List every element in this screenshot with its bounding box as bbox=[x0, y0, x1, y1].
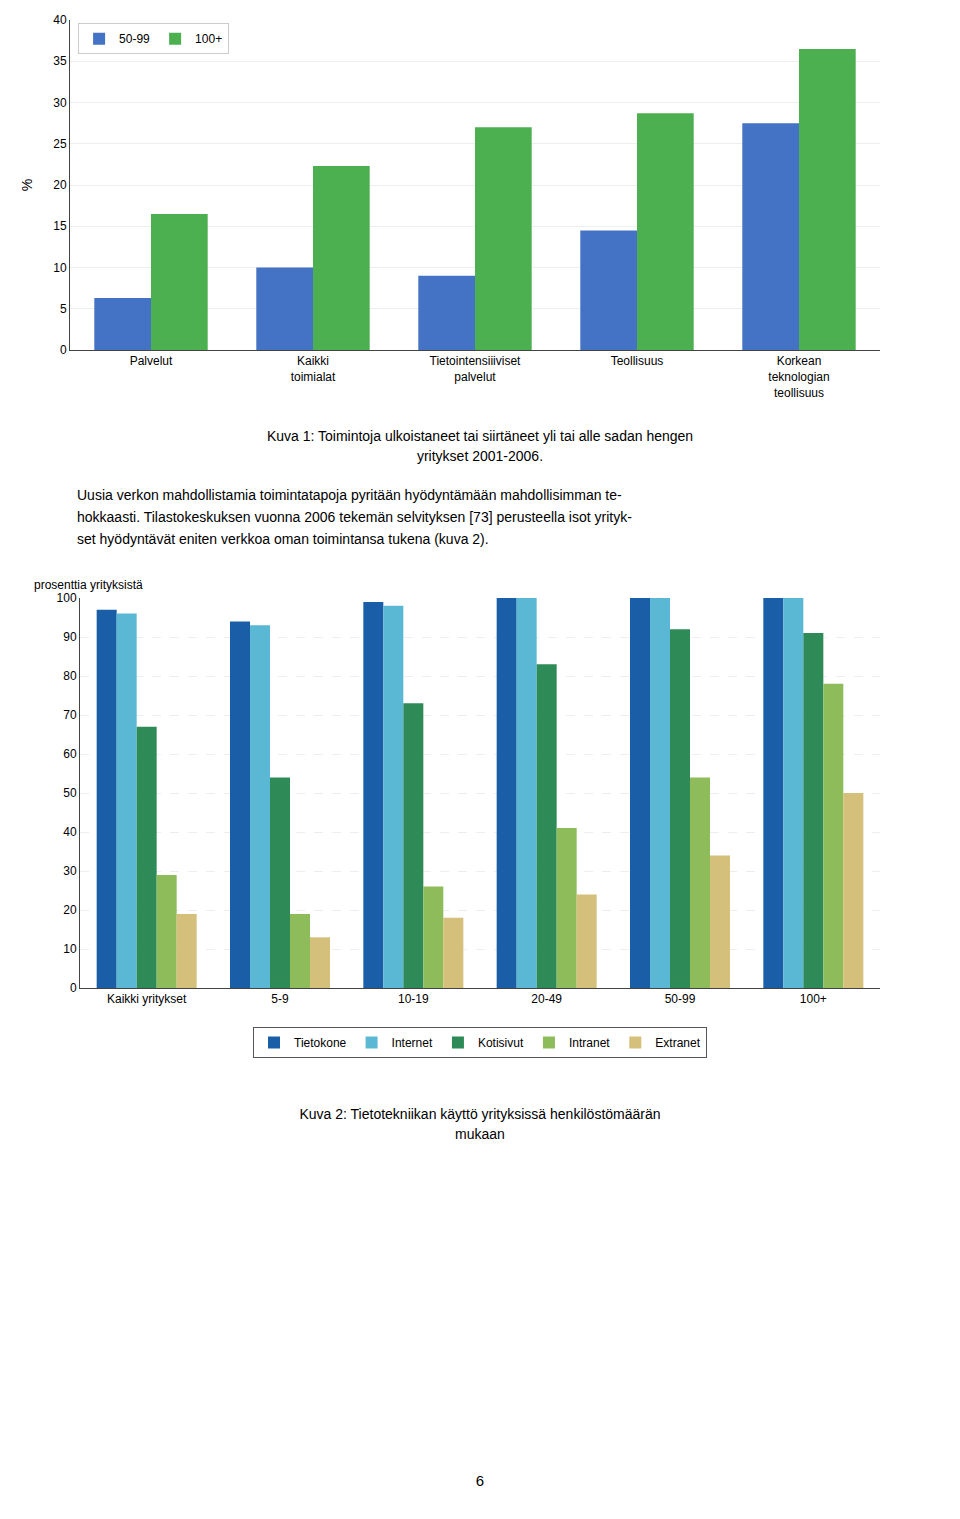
svg-text:Extranet: Extranet bbox=[655, 1036, 700, 1050]
svg-text:100+: 100+ bbox=[800, 992, 827, 1006]
svg-text:prosenttia yrityksistä: prosenttia yrityksistä bbox=[34, 578, 143, 592]
svg-text:20: 20 bbox=[63, 903, 77, 917]
svg-text:70: 70 bbox=[63, 708, 77, 722]
svg-text:5: 5 bbox=[60, 302, 67, 316]
svg-text:50-99: 50-99 bbox=[119, 32, 150, 46]
svg-text:Palvelut: Palvelut bbox=[130, 354, 173, 368]
svg-text:10: 10 bbox=[63, 942, 77, 956]
html-text:Uusia verkon mahdollistamia to: Uusia verkon mahdollistamia toimintatapo… bbox=[77, 487, 622, 503]
svg-text:15: 15 bbox=[53, 219, 67, 233]
svg-text:%: % bbox=[19, 179, 35, 191]
svg-text:80: 80 bbox=[63, 669, 77, 683]
svg-text:Tietokone: Tietokone bbox=[294, 1036, 347, 1050]
svg-text:60: 60 bbox=[63, 747, 77, 761]
svg-text:Intranet: Intranet bbox=[569, 1036, 610, 1050]
svg-text:Internet: Internet bbox=[392, 1036, 433, 1050]
svg-text:Tietointensiiivisetpalvelut: Tietointensiiivisetpalvelut bbox=[430, 354, 522, 384]
svg-text:100: 100 bbox=[57, 591, 77, 605]
svg-text:30: 30 bbox=[53, 96, 67, 110]
svg-text:25: 25 bbox=[53, 137, 67, 151]
svg-text:20: 20 bbox=[53, 178, 67, 192]
html-text:mukaan: mukaan bbox=[455, 1126, 505, 1142]
svg-text:0: 0 bbox=[60, 343, 67, 357]
svg-text:5-9: 5-9 bbox=[271, 992, 289, 1006]
svg-text:90: 90 bbox=[63, 630, 77, 644]
svg-text:40: 40 bbox=[63, 825, 77, 839]
svg-text:Kotisivut: Kotisivut bbox=[478, 1036, 524, 1050]
svg-text:Teollisuus: Teollisuus bbox=[611, 354, 664, 368]
svg-text:40: 40 bbox=[53, 13, 67, 27]
svg-text:50: 50 bbox=[63, 786, 77, 800]
svg-text:50-99: 50-99 bbox=[665, 992, 696, 1006]
svg-text:20-49: 20-49 bbox=[531, 992, 562, 1006]
svg-text:30: 30 bbox=[63, 864, 77, 878]
svg-text:Kaikki yritykset: Kaikki yritykset bbox=[107, 992, 187, 1006]
svg-text:10-19: 10-19 bbox=[398, 992, 429, 1006]
html-text:Kuva 2: Tietotekniikan käyttö: Kuva 2: Tietotekniikan käyttö yrityksiss… bbox=[299, 1106, 661, 1122]
svg-text:35: 35 bbox=[53, 54, 67, 68]
svg-text:100+: 100+ bbox=[195, 32, 222, 46]
html-text:6: 6 bbox=[475, 1472, 485, 1489]
html-text:set hyödyntävät eniten verkkoa: set hyödyntävät eniten verkkoa oman toim… bbox=[77, 531, 489, 547]
html-text:hokkaasti. Tilastokeskuksen vu: hokkaasti. Tilastokeskuksen vuonna 2006 … bbox=[77, 509, 632, 525]
html-text:yritykset 2001-2006.: yritykset 2001-2006. bbox=[417, 448, 543, 464]
svg-text:Korkeanteknologianteollisuus: Korkeanteknologianteollisuus bbox=[768, 354, 829, 399]
html-text:Kuva 1: Toimintoja ulkoistanee: Kuva 1: Toimintoja ulkoistaneet tai siir… bbox=[266, 428, 694, 444]
svg-text:0: 0 bbox=[70, 981, 77, 995]
svg-text:10: 10 bbox=[53, 261, 67, 275]
svg-text:Kaikkitoimialat: Kaikkitoimialat bbox=[291, 354, 336, 384]
